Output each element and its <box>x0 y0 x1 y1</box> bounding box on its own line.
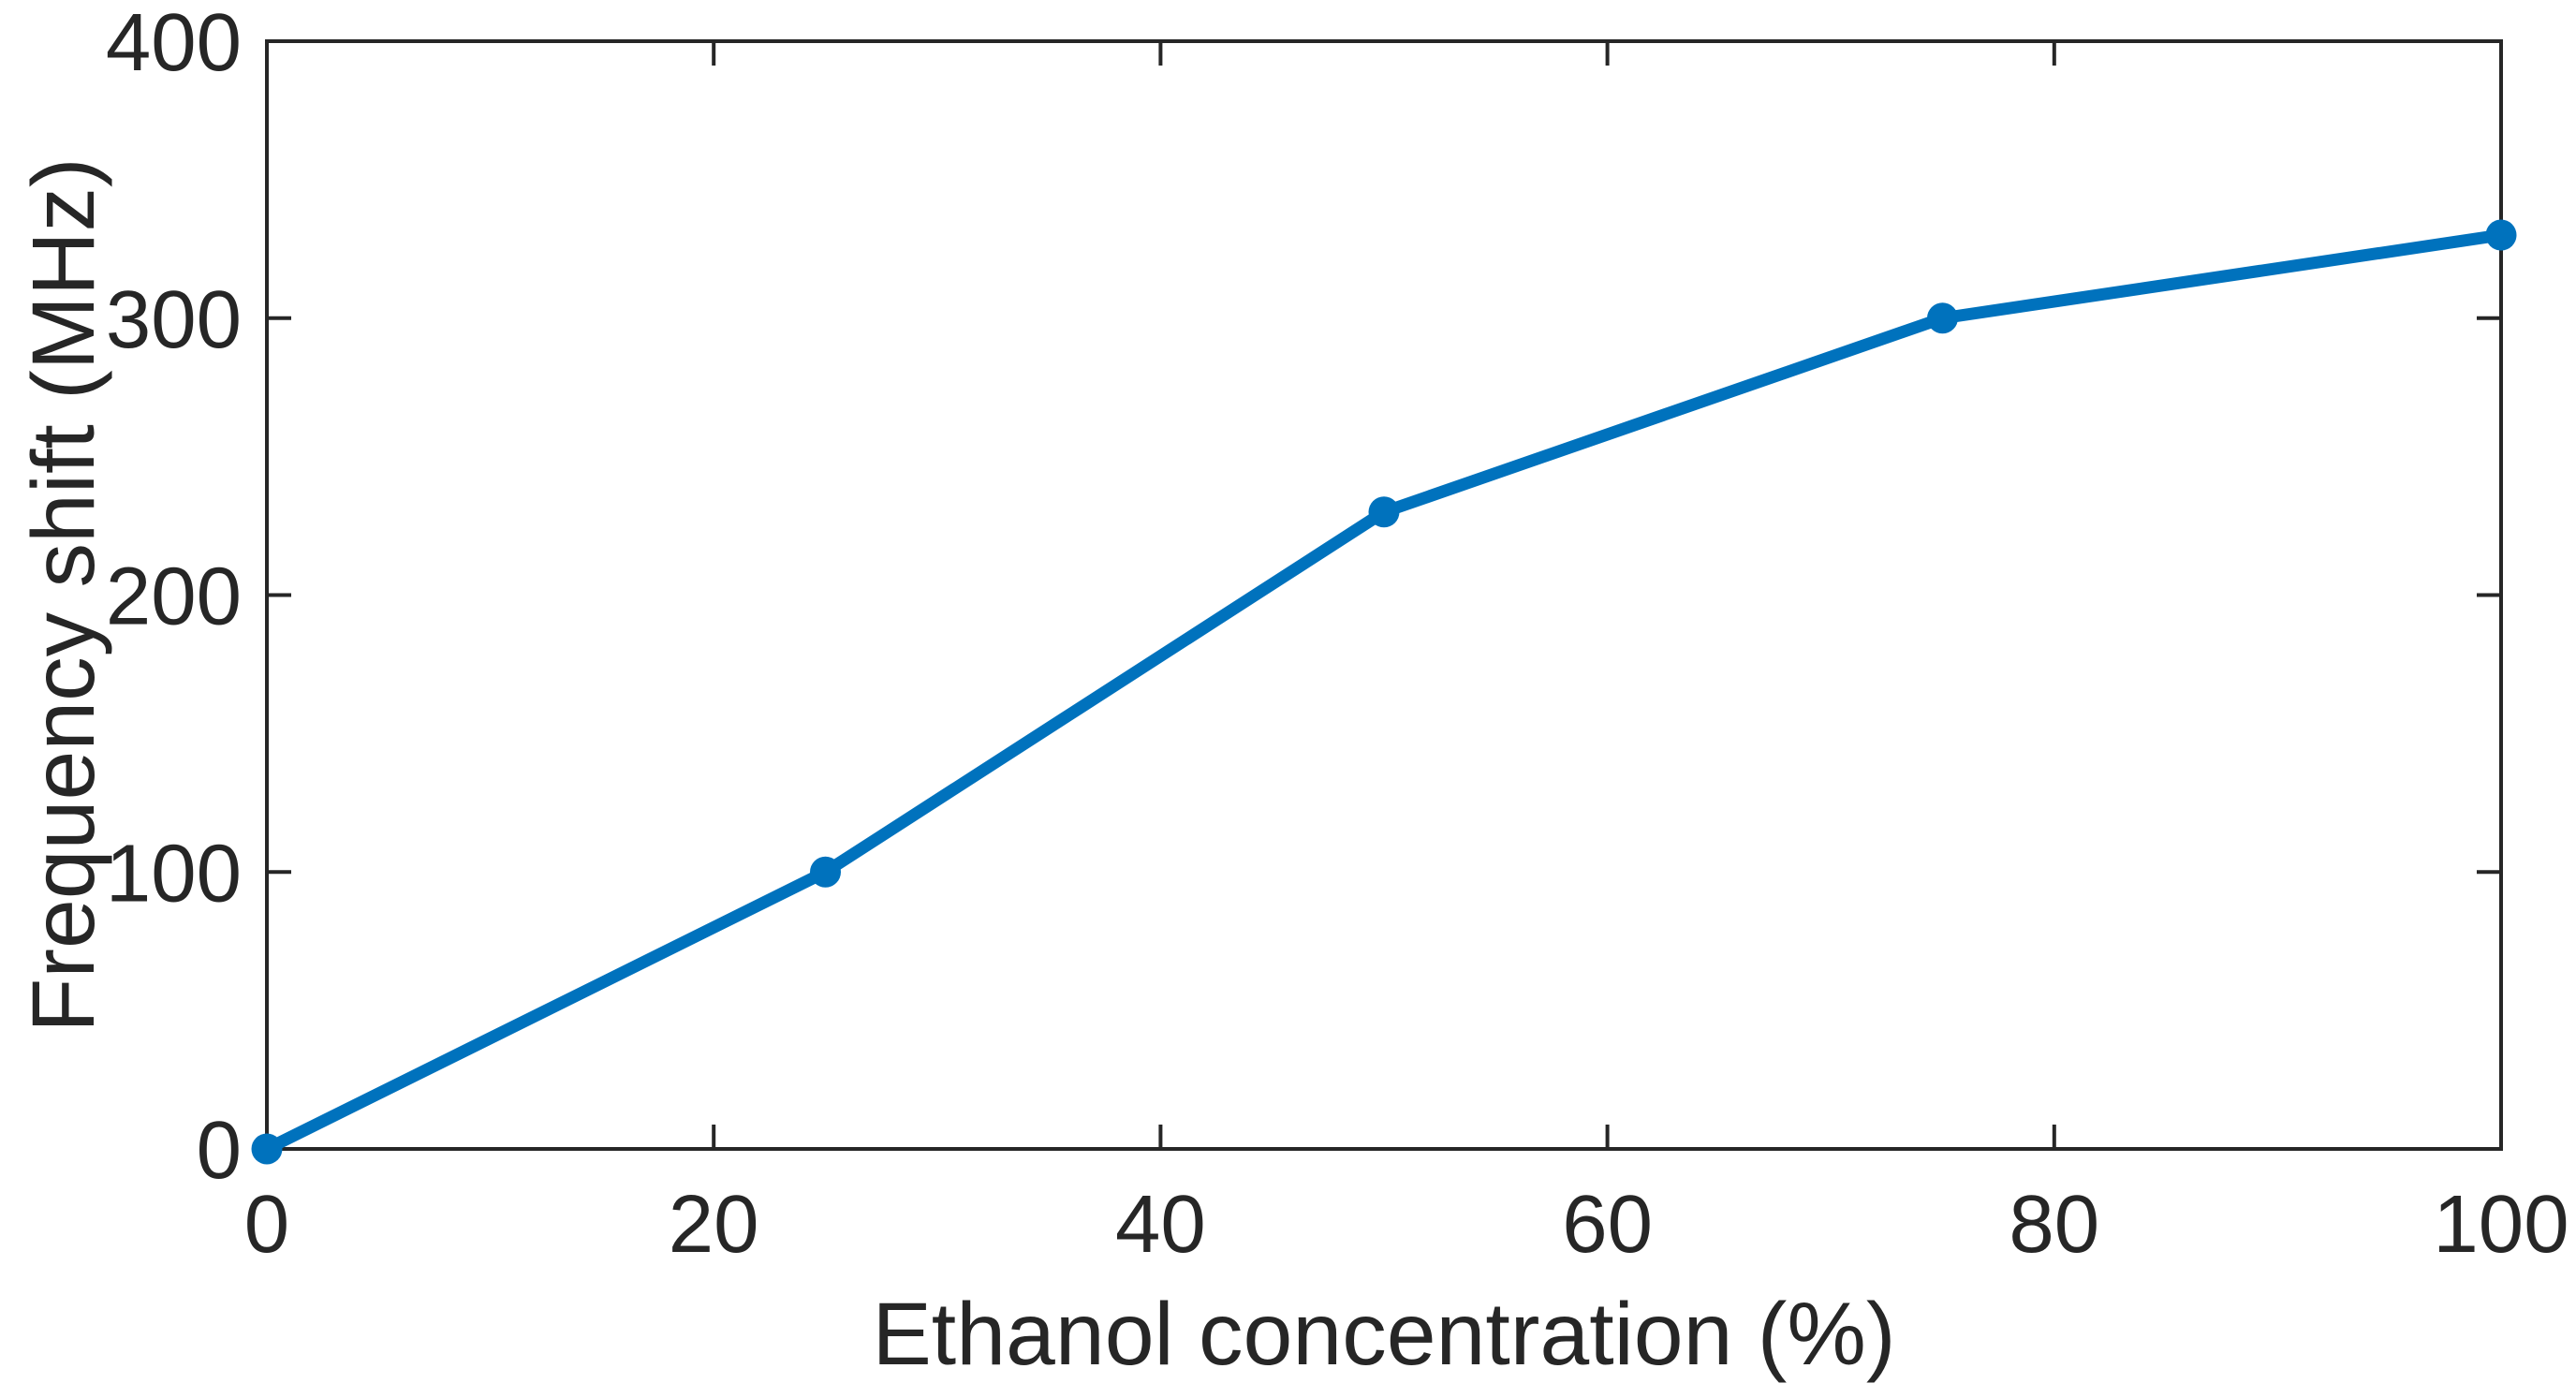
x-tick-label: 80 <box>2009 1179 2099 1270</box>
y-axis-label: Frequency shift (MHz) <box>14 157 113 1032</box>
data-point-marker <box>2485 219 2517 251</box>
y-tick-label: 400 <box>106 0 242 88</box>
data-series <box>251 219 2517 1165</box>
data-point-marker <box>810 856 841 888</box>
x-axis-label: Ethanol concentration (%) <box>872 1285 1895 1384</box>
series-line <box>260 228 2508 1155</box>
x-tick-label: 60 <box>1562 1179 1653 1270</box>
x-tick-label: 0 <box>244 1179 289 1270</box>
x-tick-label: 100 <box>2433 1179 2569 1270</box>
y-tick-label: 300 <box>106 274 242 365</box>
x-tick-label: 20 <box>669 1179 759 1270</box>
y-tick-label: 0 <box>197 1105 242 1196</box>
y-tick-label: 200 <box>106 552 242 642</box>
x-tick-label: 40 <box>1115 1179 1206 1270</box>
data-point-marker <box>1927 302 1958 334</box>
data-point-marker <box>1368 496 1400 528</box>
y-tick-label: 100 <box>106 828 242 919</box>
axis-tick-labels: 0 20 40 60 80 100 0 100 200 300 400 <box>106 0 2569 1270</box>
data-point-marker <box>251 1133 283 1165</box>
